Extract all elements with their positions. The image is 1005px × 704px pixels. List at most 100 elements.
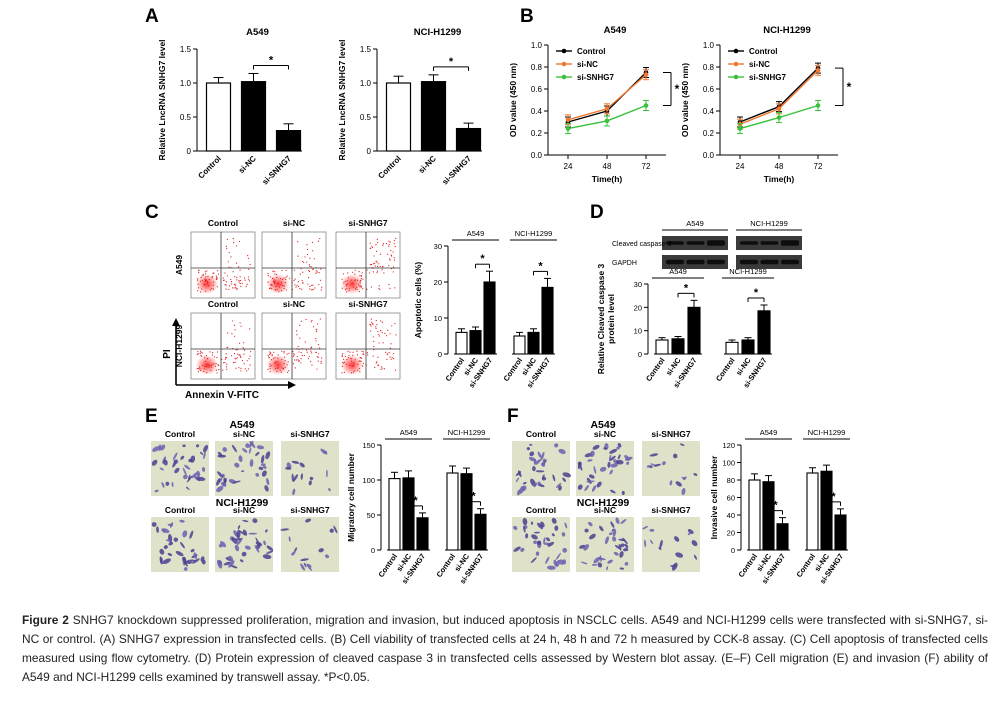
flow-event — [358, 285, 361, 287]
wb-band — [666, 259, 684, 265]
flow-event — [388, 351, 390, 354]
flow-event — [210, 366, 212, 368]
stained-cell — [526, 447, 531, 451]
flow-event — [343, 282, 345, 284]
flow-event — [300, 351, 302, 354]
stained-cell — [616, 446, 620, 450]
flow-event — [217, 273, 220, 275]
flow-event — [204, 278, 206, 280]
flow-event — [199, 369, 202, 372]
flow-event — [318, 283, 320, 286]
stained-cell — [248, 532, 258, 535]
stained-cell — [589, 533, 596, 540]
bar — [806, 472, 819, 551]
flow-event — [368, 272, 371, 274]
stained-cell — [588, 521, 593, 527]
data-point — [776, 115, 782, 120]
transwell-e: A549 NCI-H1299 Control si-NC si-SNHG7 Control… — [151, 419, 339, 572]
flow-event — [285, 276, 287, 278]
flow-event — [271, 284, 273, 287]
stained-cell — [190, 455, 196, 463]
flow-event — [352, 365, 354, 367]
y-axis-label: Relative LncRNA SNHG7 level — [157, 39, 167, 160]
flow-row-label: A549 — [174, 255, 184, 276]
flow-event — [234, 329, 236, 331]
flow-event — [378, 333, 380, 336]
flow-event — [299, 273, 301, 275]
flow-event — [359, 360, 361, 362]
flow-event — [231, 287, 234, 289]
stained-cell — [646, 465, 650, 468]
flow-event — [274, 289, 276, 291]
x-tick-label: 72 — [642, 162, 651, 171]
stained-cell — [245, 443, 250, 448]
y-tick-label: 0.6 — [703, 85, 715, 94]
y-tick-label: 10 — [634, 327, 642, 336]
stained-cell — [231, 444, 237, 453]
micrograph-background — [642, 441, 700, 496]
flow-event — [309, 257, 311, 259]
y-tick-label: 0 — [371, 546, 375, 555]
flow-event — [202, 274, 205, 276]
stained-cell — [255, 472, 260, 477]
flow-event — [307, 357, 310, 360]
flow-event — [376, 272, 378, 274]
flow-event — [392, 251, 394, 253]
flow-event — [238, 279, 240, 282]
flow-event — [375, 319, 377, 322]
stained-cell — [535, 459, 541, 465]
stained-cell — [162, 529, 166, 533]
stained-cell — [266, 477, 270, 486]
flow-col-label: si-NC — [283, 299, 305, 309]
flow-event — [208, 278, 210, 281]
flow-event — [318, 272, 320, 274]
flow-event — [300, 362, 302, 364]
stained-cell — [326, 469, 328, 478]
legend-label: si-SNHG7 — [577, 73, 614, 82]
flow-event — [223, 279, 225, 281]
bar — [446, 472, 459, 551]
flow-event — [238, 240, 241, 243]
stained-cell — [175, 550, 184, 557]
flow-event — [215, 369, 217, 371]
flow-event — [388, 240, 390, 242]
y-axis-label: OD value (450 nm) — [508, 63, 518, 137]
flow-event — [200, 368, 202, 370]
stained-cell — [584, 484, 590, 492]
flow-event — [299, 288, 301, 290]
stained-cell — [255, 541, 263, 546]
y-tick-label: 0.0 — [703, 151, 715, 160]
flow-event — [213, 356, 216, 358]
flow-event — [354, 273, 356, 275]
stained-cell — [620, 519, 627, 524]
flow-event — [306, 351, 308, 353]
flow-event — [215, 362, 217, 365]
stained-cell — [559, 559, 565, 565]
sig-star: * — [449, 56, 454, 68]
flow-event — [240, 356, 242, 358]
flow-event — [270, 284, 272, 286]
flow-event — [238, 367, 240, 369]
flow-event — [233, 352, 236, 355]
flow-event — [216, 356, 218, 359]
stained-cell — [535, 470, 545, 473]
stained-cell — [192, 558, 200, 564]
flow-event — [284, 278, 287, 280]
x-tick-label: Control — [644, 356, 667, 383]
flow-event — [366, 288, 368, 290]
flow-event — [306, 248, 309, 250]
wb-band — [781, 259, 799, 265]
y-tick-label: 40 — [727, 511, 735, 520]
flow-event — [297, 241, 299, 243]
flow-event — [370, 325, 372, 327]
flow-event — [233, 287, 235, 289]
flow-event — [197, 371, 200, 373]
flow-event — [284, 360, 286, 362]
flow-event — [211, 354, 213, 356]
y-tick-label: 0.8 — [531, 63, 543, 72]
flow-event — [314, 287, 316, 289]
western-blot-panel: A549 NCI-H1299 Cleaved caspase 3 GAPDH — [612, 219, 802, 269]
flow-event — [348, 290, 350, 292]
flow-event — [362, 362, 364, 365]
flow-event — [360, 356, 362, 359]
